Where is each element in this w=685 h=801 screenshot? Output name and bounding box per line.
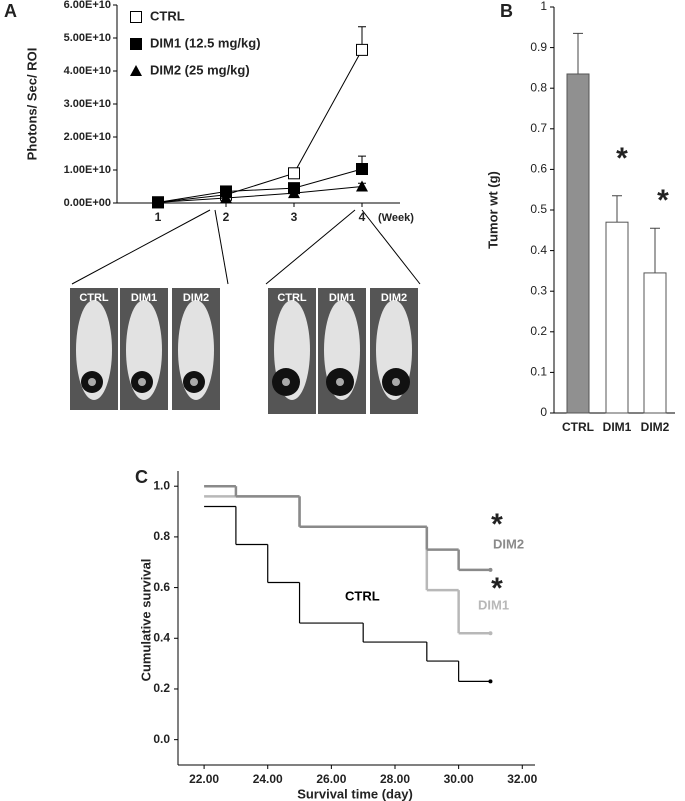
y-tick-label: 0 (540, 405, 547, 419)
marker (220, 192, 232, 204)
censor-mark (488, 679, 493, 684)
photo-signal-core (138, 378, 146, 386)
photo-label: CTRL (277, 292, 307, 304)
photo-label: DIM1 (329, 292, 355, 304)
marker (130, 38, 142, 50)
y-tick-label: 0.1 (530, 365, 547, 379)
marker (130, 65, 142, 76)
marker (152, 196, 164, 208)
x-tick-label: DIM2 (641, 420, 670, 434)
x-tick-label: 24.00 (253, 772, 283, 786)
photo-label: DIM2 (183, 292, 209, 304)
photo-signal-core (190, 378, 198, 386)
series-label: DIM1 (478, 597, 509, 612)
y-tick-label: 0.2 (153, 681, 170, 695)
y-tick-label: 0.3 (530, 283, 547, 297)
connectors (71, 209, 421, 285)
photo-label: CTRL (79, 292, 109, 304)
annotation: * (657, 184, 669, 217)
censor-mark (488, 567, 493, 572)
panel-label: C (135, 467, 148, 487)
x-tick-label: 4 (359, 210, 366, 224)
photo-signal-core (392, 378, 400, 386)
photo-signal-core (88, 378, 96, 386)
series-line (157, 49, 363, 203)
y-axis-label: Photons/ Sec/ ROI (24, 48, 39, 161)
x-axis-label: Survival time (day) (297, 786, 413, 801)
marker (356, 180, 368, 192)
y-tick-label: 0.9 (530, 40, 547, 54)
bar (643, 272, 667, 414)
x-axis-label: (Week) (378, 212, 414, 224)
marker (130, 11, 142, 23)
y-tick-label: 0.6 (530, 162, 547, 176)
x-tick-label: 28.00 (380, 772, 410, 786)
x-tick-label: 30.00 (444, 772, 474, 786)
y-tick-label: 0.4 (530, 243, 547, 257)
x-tick-label: 26.00 (316, 772, 346, 786)
panel-label: B (500, 1, 513, 21)
photo-label: DIM2 (381, 292, 407, 304)
marker (288, 167, 300, 180)
series-label: CTRL (345, 588, 380, 603)
photo-label: DIM1 (131, 292, 157, 304)
series-label: DIM2 (493, 536, 524, 551)
y-tick-label: 1.0 (153, 478, 170, 492)
y-tick-label: 5.00E+10 (64, 32, 111, 44)
y-tick-label: 0.00E+00 (64, 197, 111, 209)
y-tick-label: 3.00E+10 (64, 98, 111, 110)
photo-signal-core (336, 378, 344, 386)
y-tick-label: 0.7 (530, 121, 547, 135)
bar (566, 73, 590, 414)
annotation: * (491, 572, 503, 605)
series-line (157, 168, 363, 203)
y-axis-label: Tumor wt (g) (485, 171, 500, 249)
x-tick-label: DIM1 (603, 420, 632, 434)
series-line (157, 186, 363, 203)
y-tick-label: 1.00E+10 (64, 164, 111, 176)
annotation: * (491, 508, 503, 541)
panel-label: A (4, 1, 17, 21)
legend-label: DIM1 (12.5 mg/kg) (150, 35, 261, 50)
y-tick-label: 4.00E+10 (64, 65, 111, 77)
x-tick-label: 22.00 (189, 772, 219, 786)
y-tick-label: 2.00E+10 (64, 131, 111, 143)
error-bar (612, 195, 622, 223)
error-bar (573, 32, 583, 74)
y-tick-label: 0.8 (153, 529, 170, 543)
y-tick-label: 0.0 (153, 732, 170, 746)
y-tick-label: 0.8 (530, 80, 547, 94)
photo-signal-core (282, 378, 290, 386)
y-tick-label: 0.5 (530, 202, 547, 216)
bar (605, 221, 629, 414)
y-tick-label: 0.6 (153, 580, 170, 594)
legend-label: DIM2 (25 mg/kg) (150, 62, 250, 77)
marker (356, 163, 368, 176)
marker (288, 187, 300, 199)
censor-mark (488, 631, 493, 636)
error-bar (650, 227, 660, 273)
x-tick-label: 3 (291, 210, 298, 224)
legend-label: CTRL (150, 8, 185, 23)
x-tick-label: 1 (155, 210, 162, 224)
x-tick-label: CTRL (562, 420, 594, 434)
y-tick-label: 1 (540, 0, 547, 13)
y-tick-label: 0.4 (153, 630, 170, 644)
y-tick-label: 6.00E+10 (64, 0, 111, 11)
marker (356, 43, 368, 56)
y-tick-label: 0.2 (530, 324, 547, 338)
y-axis-label: Cumulative survival (138, 559, 153, 682)
x-tick-label: 32.00 (507, 772, 537, 786)
annotation: * (616, 142, 628, 175)
x-tick-label: 2 (223, 210, 230, 224)
